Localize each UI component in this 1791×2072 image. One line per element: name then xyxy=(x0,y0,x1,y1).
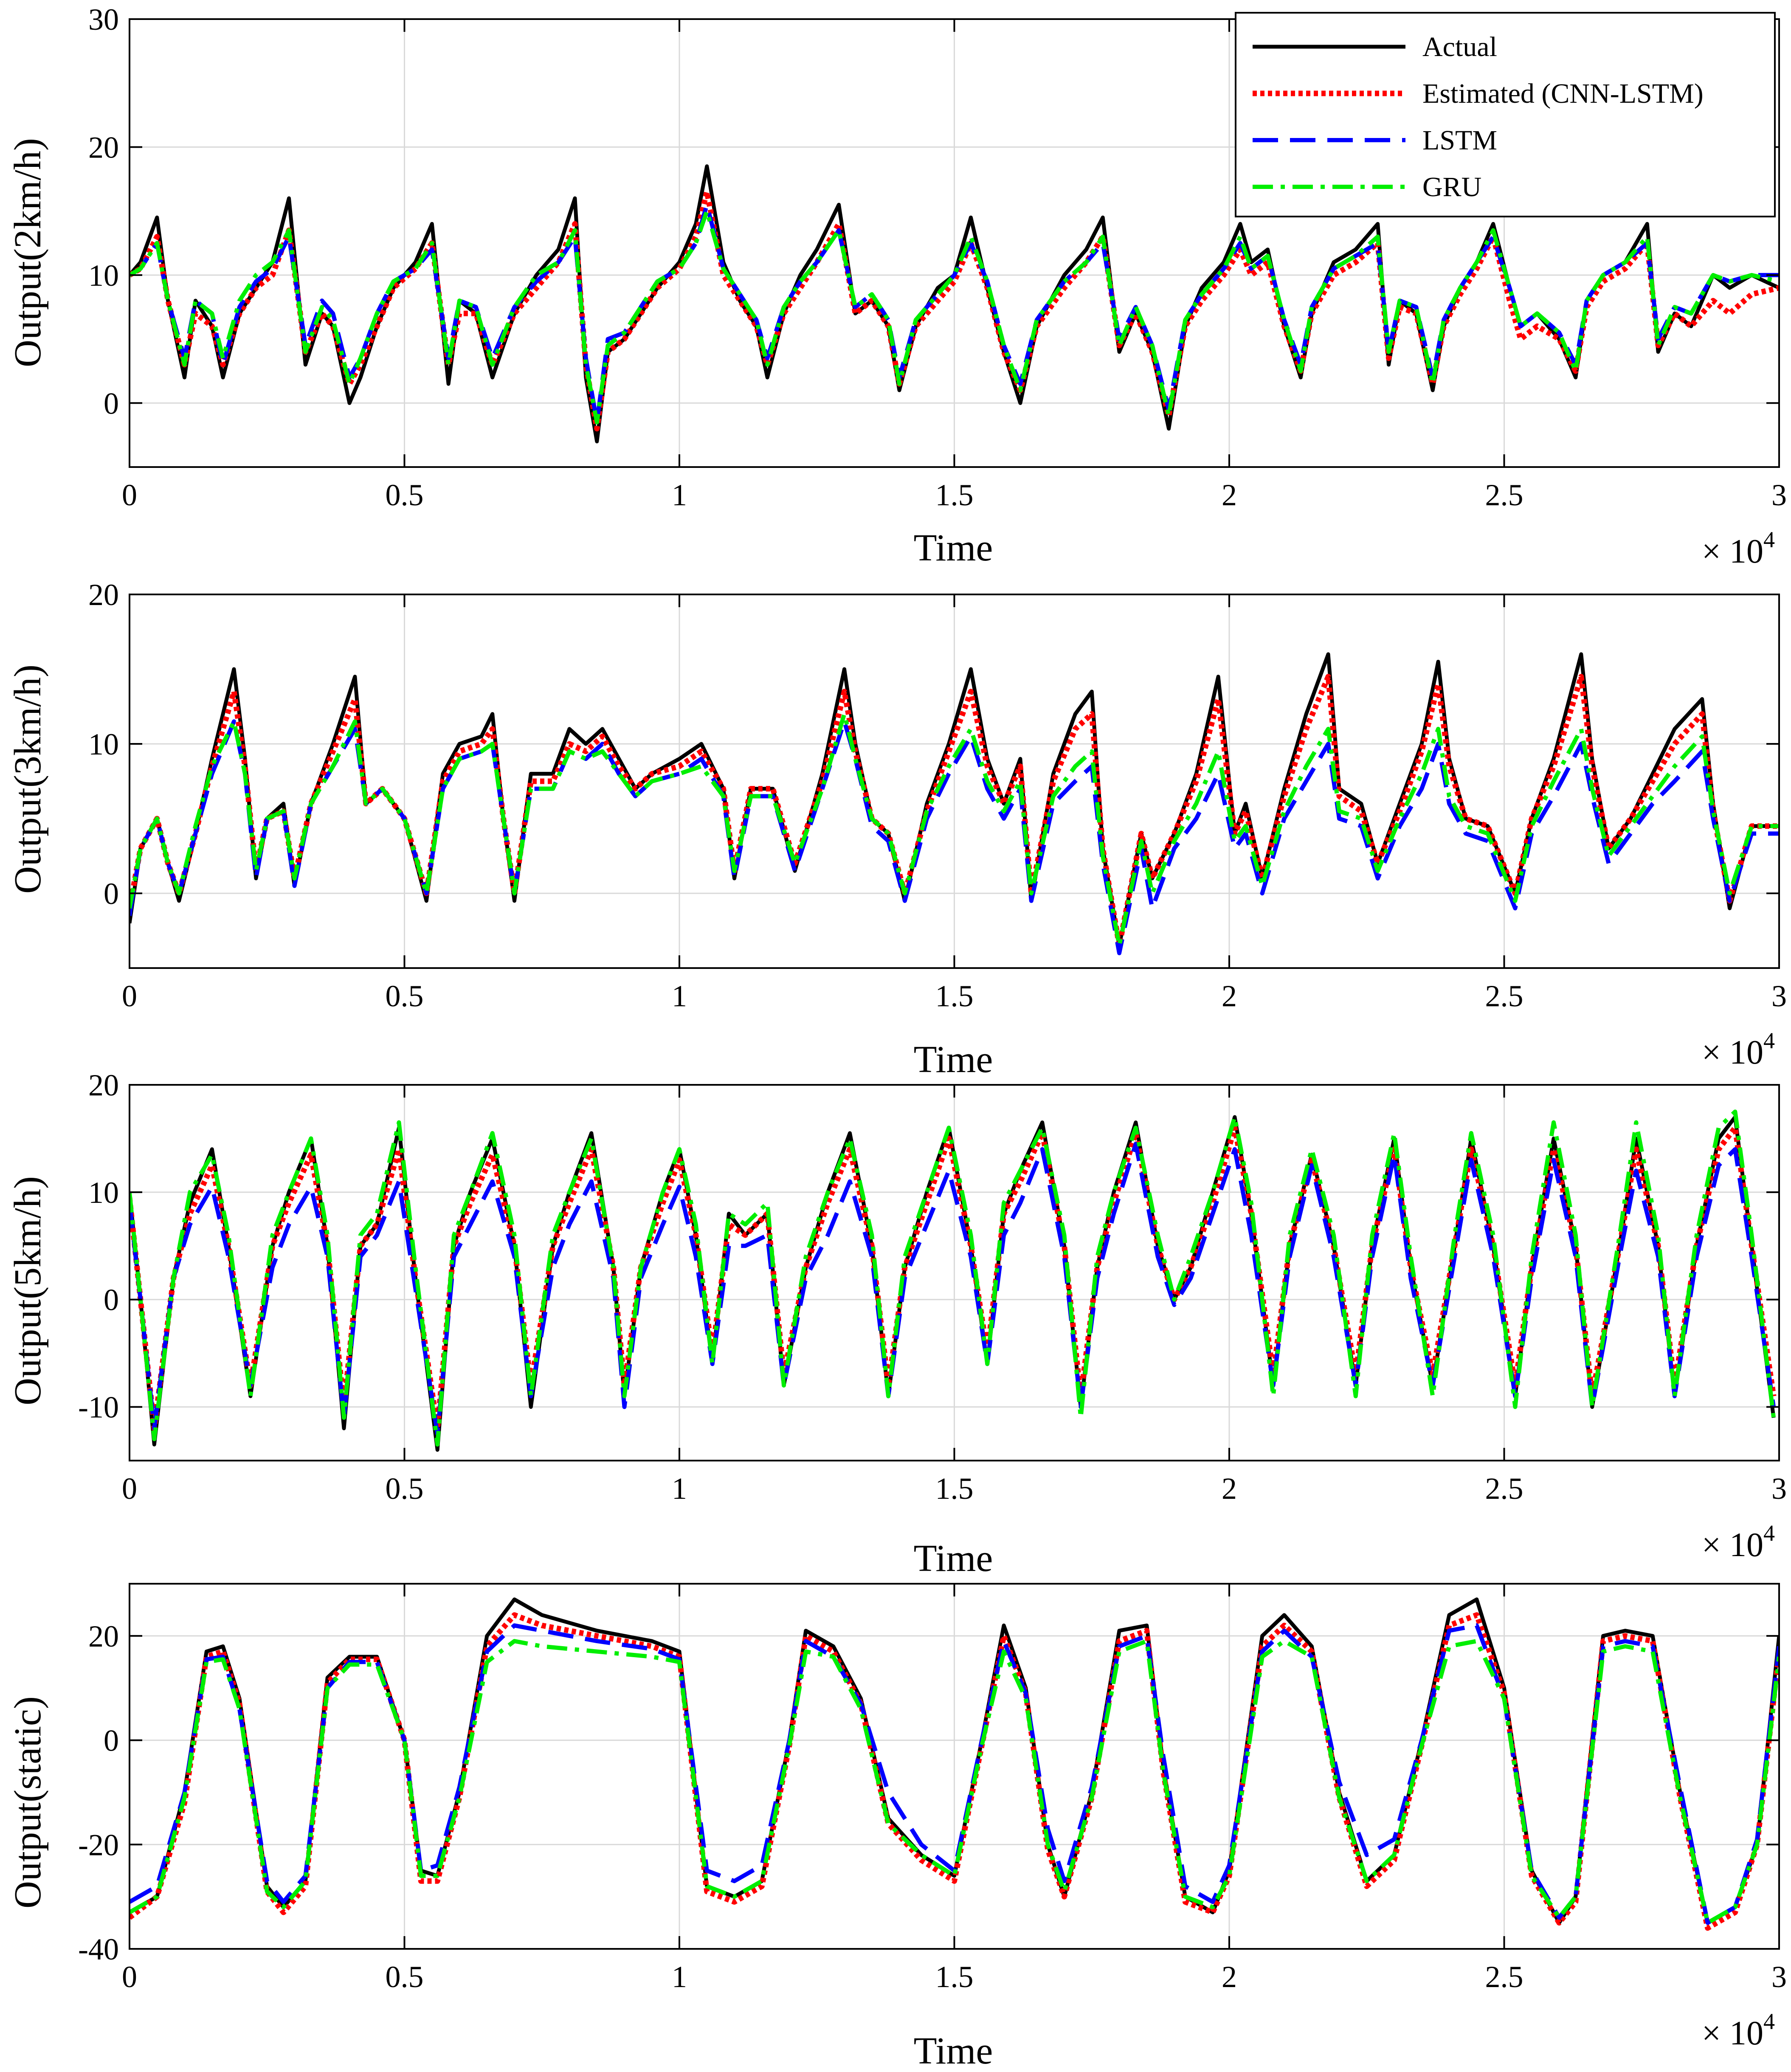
y-axis-label: Output(2km/h) xyxy=(7,138,49,367)
x-tick-label: 1 xyxy=(672,1472,687,1506)
legend-box xyxy=(1235,12,1776,217)
series-line-estimated-cnn-lstm xyxy=(130,1125,1777,1431)
x-tick-label: 0.5 xyxy=(386,1472,424,1506)
y-tick-label: 20 xyxy=(88,578,119,612)
x-tick-label: 1.5 xyxy=(935,1472,974,1506)
exponent-power: 4 xyxy=(1763,2009,1775,2034)
x-tick-label: 1 xyxy=(672,979,687,1013)
y-tick-label: -20 xyxy=(78,1828,119,1862)
series-line-estimated-cnn-lstm xyxy=(130,189,1779,432)
series-line-gru xyxy=(130,712,1779,948)
exponent-power: 4 xyxy=(1763,527,1775,552)
panel-static: Output(static) Time 0 0.5 1 1.5 2 2.5 3 -40 -20 0… xyxy=(7,1583,1787,2072)
exponent-base: × 10 xyxy=(1702,1034,1763,1071)
series-line-actual xyxy=(130,164,1779,444)
x-tick-label: 1.5 xyxy=(935,1960,974,1994)
legend: Actual Estimated (CNN-LSTM) LSTM GRU xyxy=(1235,12,1776,217)
exponent-base: × 10 xyxy=(1702,2015,1763,2052)
y-axis-label: Output(3km/h) xyxy=(7,664,49,894)
y-tick-label: 0 xyxy=(104,877,119,911)
x-tick-label: 3 xyxy=(1771,1472,1787,1506)
x-tick-label: 1 xyxy=(672,478,687,512)
x-tick-label: 3 xyxy=(1771,979,1787,1013)
x-axis-label: Time xyxy=(914,2030,993,2072)
x-tick-label: 2.5 xyxy=(1485,1960,1523,1994)
exponent-power: 4 xyxy=(1763,1520,1775,1546)
exponent-power: 4 xyxy=(1763,1028,1775,1053)
y-axis-label: Output(5km/h) xyxy=(7,1176,49,1405)
x-tick-label: 0 xyxy=(122,1960,137,1994)
y-tick-label: 20 xyxy=(88,1619,119,1653)
legend-label: Estimated (CNN-LSTM) xyxy=(1422,78,1704,109)
legend-label: GRU xyxy=(1422,172,1481,203)
x-axis-exponent: × 104 xyxy=(1702,1028,1775,1071)
y-tick-label: 20 xyxy=(88,1068,119,1102)
panel-3kmh: Output(3km/h) Time 0 0.5 1 1.5 2 2.5 3 0 10 20 × 1… xyxy=(7,578,1787,1081)
x-axis-exponent: × 104 xyxy=(1702,527,1775,570)
x-tick-label: 3 xyxy=(1771,478,1787,512)
y-tick-label: 10 xyxy=(88,727,119,761)
y-tick-label: 0 xyxy=(104,386,119,420)
y-axis-label: Output(static) xyxy=(7,1696,49,1909)
exponent-base: × 10 xyxy=(1702,1526,1763,1564)
series-line-gru xyxy=(130,1109,1776,1447)
y-tick-label: 0 xyxy=(104,1724,119,1758)
x-axis-label: Time xyxy=(914,1537,993,1579)
x-axis-exponent: × 104 xyxy=(1702,2009,1775,2052)
x-tick-label: 1.5 xyxy=(935,979,974,1013)
y-tick-label: 20 xyxy=(88,130,119,164)
x-tick-label: 0 xyxy=(122,979,137,1013)
y-tick-label: 0 xyxy=(104,1283,119,1317)
y-tick-label: 10 xyxy=(88,259,119,293)
x-tick-label: 0.5 xyxy=(386,1960,424,1994)
series-line-gru xyxy=(130,209,1779,425)
panel-5kmh: Output(5km/h) Time 0 0.5 1 1.5 2 2.5 3 -10 0 10 20… xyxy=(7,1068,1787,1579)
legend-label: LSTM xyxy=(1422,125,1497,156)
x-tick-label: 2.5 xyxy=(1485,478,1523,512)
y-tick-label: -40 xyxy=(78,1932,119,1966)
x-tick-label: 1 xyxy=(672,1960,687,1994)
exponent-base: × 10 xyxy=(1702,533,1763,570)
x-tick-label: 2 xyxy=(1222,1960,1237,1994)
series-line-lstm xyxy=(130,1142,1776,1436)
x-tick-label: 1.5 xyxy=(935,478,974,512)
x-tick-label: 0 xyxy=(122,478,137,512)
x-tick-label: 0 xyxy=(122,1472,137,1506)
x-axis-exponent: × 104 xyxy=(1702,1520,1775,1564)
y-tick-label: 30 xyxy=(88,3,119,37)
x-axis-label: Time xyxy=(914,1039,993,1081)
x-tick-label: 3 xyxy=(1771,1960,1787,1994)
y-tick-label: 10 xyxy=(88,1176,119,1210)
legend-label: Actual xyxy=(1422,31,1497,62)
y-tick-label: -10 xyxy=(78,1391,119,1424)
x-tick-label: 2 xyxy=(1222,478,1237,512)
x-tick-label: 2.5 xyxy=(1485,1472,1523,1506)
x-tick-label: 0.5 xyxy=(386,478,424,512)
x-tick-label: 2.5 xyxy=(1485,979,1523,1013)
x-axis-label: Time xyxy=(914,527,993,569)
x-tick-label: 2 xyxy=(1222,1472,1237,1506)
x-tick-label: 2 xyxy=(1222,979,1237,1013)
x-tick-label: 0.5 xyxy=(386,979,424,1013)
series-line-gru xyxy=(130,1639,1779,1925)
